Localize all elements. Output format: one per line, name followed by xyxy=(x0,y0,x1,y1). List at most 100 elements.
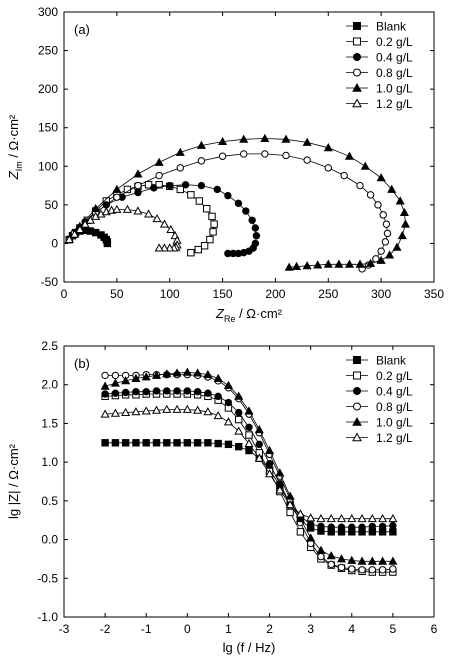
data-point xyxy=(323,143,333,152)
data-point xyxy=(357,513,367,523)
data-point xyxy=(378,513,388,523)
x-tick-label: -1 xyxy=(141,622,152,636)
data-point xyxy=(152,439,161,447)
data-point xyxy=(203,369,213,379)
data-point xyxy=(144,209,154,218)
data-point xyxy=(162,404,172,413)
data-point xyxy=(248,216,256,224)
data-point xyxy=(275,468,285,477)
data-point xyxy=(326,551,336,560)
data-point xyxy=(152,214,162,223)
data-point xyxy=(204,439,212,447)
legend-marker xyxy=(353,402,361,411)
legend-label: 0.8 g/L xyxy=(376,400,413,414)
legend-marker xyxy=(352,432,362,442)
data-point xyxy=(187,191,195,199)
data-point xyxy=(357,556,367,565)
x-tick-label: -3 xyxy=(59,622,70,636)
data-point xyxy=(101,371,109,380)
y-tick-label: 300 xyxy=(38,5,58,19)
data-point xyxy=(213,373,223,382)
series-markers xyxy=(100,404,398,523)
data-point xyxy=(163,387,171,395)
legend-marker xyxy=(353,371,361,380)
data-point xyxy=(244,438,254,448)
data-point xyxy=(235,442,243,451)
data-point xyxy=(388,513,398,523)
data-point xyxy=(183,439,192,447)
panel-label: (a) xyxy=(74,22,90,37)
data-point xyxy=(172,404,182,413)
y-tick-label: 50 xyxy=(45,198,59,212)
x-tick-label: 2 xyxy=(266,622,273,636)
x-tick-label: 100 xyxy=(160,287,180,301)
series-markers xyxy=(101,370,397,574)
y-tick-label: -50 xyxy=(41,275,59,289)
data-point xyxy=(360,161,370,170)
data-point xyxy=(203,407,213,416)
data-point xyxy=(244,406,254,415)
data-point xyxy=(378,556,388,565)
data-point xyxy=(193,439,202,447)
data-point xyxy=(196,140,206,149)
data-point xyxy=(100,381,110,390)
legend-label: 0.2 g/L xyxy=(376,35,413,49)
data-point xyxy=(155,181,163,189)
data-point xyxy=(367,513,377,523)
y-tick-label: 2.0 xyxy=(41,378,58,392)
data-point xyxy=(112,184,122,193)
data-point xyxy=(193,387,202,396)
data-point xyxy=(121,376,131,385)
data-point xyxy=(281,134,291,143)
y-tick-label: -0.5 xyxy=(37,571,58,585)
legend-marker xyxy=(353,53,361,61)
data-point xyxy=(302,261,312,270)
legend-marker xyxy=(352,98,362,108)
data-point xyxy=(70,229,80,238)
data-point xyxy=(336,554,347,563)
data-point xyxy=(245,423,253,431)
data-point xyxy=(239,134,249,143)
data-point xyxy=(133,169,143,178)
data-point xyxy=(234,199,243,208)
x-tick-label: 4 xyxy=(348,622,355,636)
data-point xyxy=(389,521,397,530)
data-point xyxy=(367,556,377,565)
data-point xyxy=(348,523,356,531)
data-point xyxy=(133,206,143,215)
x-tick-label: -2 xyxy=(100,622,111,636)
data-point xyxy=(210,220,218,228)
data-point xyxy=(296,528,305,536)
data-point xyxy=(166,181,174,190)
data-point xyxy=(111,389,120,397)
data-point xyxy=(392,242,402,251)
data-point xyxy=(376,173,386,182)
y-tick-label: -1.0 xyxy=(37,610,58,624)
data-point xyxy=(313,260,323,269)
data-point xyxy=(366,258,376,267)
data-point xyxy=(265,459,274,468)
data-point xyxy=(286,508,294,517)
series-line xyxy=(105,374,393,571)
data-point xyxy=(251,224,260,232)
data-point xyxy=(214,439,222,448)
data-point xyxy=(141,372,151,381)
data-point xyxy=(327,560,335,569)
data-point xyxy=(176,185,184,194)
data-point xyxy=(154,243,164,252)
legend-label: 1.2 g/L xyxy=(376,97,413,111)
data-point xyxy=(378,566,387,574)
data-point xyxy=(379,211,387,219)
data-point xyxy=(151,405,162,414)
y-tick-label: 150 xyxy=(38,121,58,135)
data-point xyxy=(397,231,407,240)
data-point xyxy=(155,171,163,180)
data-point xyxy=(285,491,295,500)
y-axis-label: ZIm / Ω·cm² xyxy=(6,114,24,180)
data-point xyxy=(64,234,74,244)
legend-marker xyxy=(352,416,362,426)
x-tick-label: 3 xyxy=(307,622,314,636)
data-point xyxy=(336,513,347,523)
data-point xyxy=(101,439,109,447)
